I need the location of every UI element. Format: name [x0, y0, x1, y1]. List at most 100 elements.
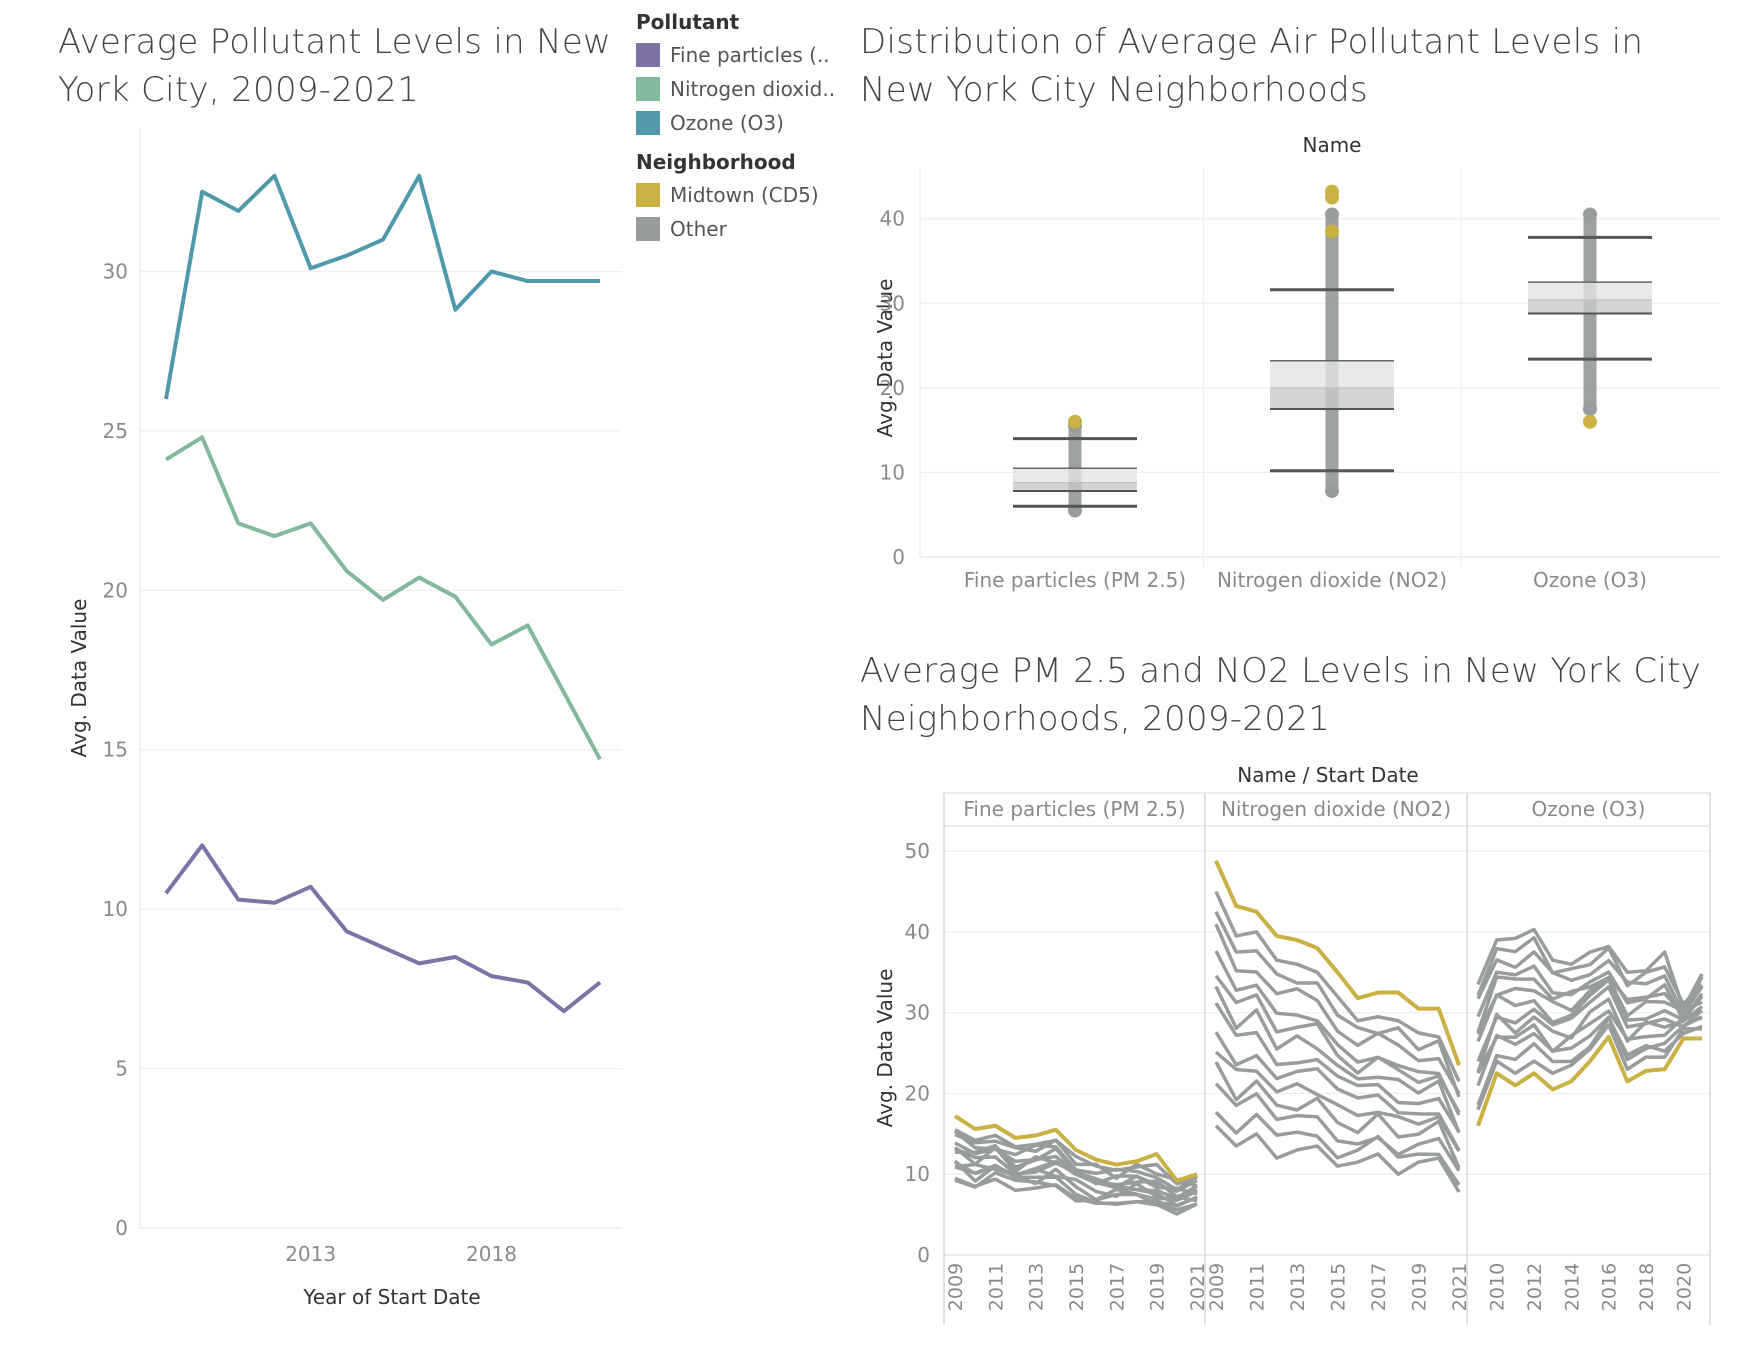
- neighborhood-line-other: [953, 1130, 1199, 1192]
- series-line: [164, 173, 600, 400]
- neighborhood-line-other: [1476, 964, 1704, 1022]
- neighborhood-line-other: [1476, 997, 1704, 1073]
- neighborhood-line-other: [954, 1128, 1198, 1186]
- y-tick-label: 30: [905, 1001, 930, 1025]
- x-tick-label: 2019: [1409, 1263, 1431, 1311]
- y-tick-label: 5: [115, 1057, 128, 1081]
- box-upper: [1528, 282, 1652, 300]
- neighborhood-line-other: [954, 1132, 1198, 1188]
- x-tick-label: 2013: [1287, 1263, 1309, 1311]
- legend-label: Fine particles (..: [670, 43, 830, 67]
- x-axis-label: Year of Start Date: [302, 1285, 480, 1309]
- legend: Pollutant Fine particles (.. Nitrogen dio…: [636, 10, 856, 246]
- y-axis-label: Avg. Data Value: [873, 279, 897, 438]
- data-point-other: [1325, 484, 1339, 499]
- neighborhood-line-other: [1214, 985, 1461, 1134]
- box-lower: [1013, 482, 1137, 492]
- x-header-label: Name: [1302, 133, 1361, 157]
- legend-swatch: [636, 183, 660, 207]
- data-point-midtown: [1583, 414, 1597, 429]
- x-tick-label: 2017: [1368, 1263, 1390, 1311]
- data-point-midtown: [1325, 224, 1339, 239]
- legend-label: Other: [670, 217, 727, 241]
- data-point-other: [1325, 207, 1339, 222]
- y-tick-label: 20: [905, 1081, 930, 1105]
- x-tick-label: 2021: [1449, 1263, 1471, 1311]
- facet-title: Ozone (O3): [1532, 797, 1646, 821]
- pollutant-legend-item[interactable]: Ozone (O3): [636, 106, 856, 140]
- box-upper: [1270, 360, 1394, 388]
- x-tick-label: 2014: [1561, 1263, 1583, 1311]
- x-tick-label: 2010: [1487, 1263, 1509, 1311]
- line-chart-title: Average Pollutant Levels in New York Cit…: [58, 22, 612, 110]
- y-tick-label: 30: [880, 291, 905, 315]
- y-axis-label: Avg. Data Value: [67, 599, 91, 758]
- pollutant-legend-item[interactable]: Nitrogen dioxid..: [636, 72, 856, 106]
- y-tick-label: 30: [103, 259, 128, 283]
- neighborhood-line-midtown: [1214, 860, 1461, 1066]
- series-line: [164, 435, 602, 761]
- x-tick-label: 2013: [285, 1242, 336, 1266]
- x-tick-label: Ozone (O3): [1533, 568, 1647, 592]
- x-tick-label: 2009: [945, 1263, 967, 1311]
- y-tick-label: 25: [103, 419, 128, 443]
- y-tick-label: 0: [917, 1243, 930, 1267]
- x-tick-label: 2016: [1599, 1263, 1621, 1311]
- neighborhood-line-other: [1214, 1082, 1461, 1172]
- x-tick-label: 2018: [466, 1242, 517, 1266]
- neighborhood-line-other: [954, 1171, 1198, 1216]
- neighborhood-line-other: [1214, 1111, 1461, 1186]
- neighborhood-line-other: [1214, 1061, 1461, 1169]
- x-tick-label: 2011: [985, 1263, 1007, 1311]
- y-tick-label: 20: [103, 578, 128, 602]
- y-tick-label: 10: [103, 897, 128, 921]
- legend-swatch: [636, 111, 660, 135]
- neighborhood-line-other: [1476, 935, 1704, 1006]
- data-point-other: [1583, 402, 1597, 417]
- facet-title: Fine particles (PM 2.5): [963, 797, 1185, 821]
- pollutant-legend-title: Pollutant: [636, 10, 740, 34]
- legend-label: Ozone (O3): [670, 111, 784, 135]
- neighborhood-legend-title: Neighborhood: [636, 150, 796, 174]
- neighborhood-line-other: [1476, 927, 1704, 1011]
- legend-swatch: [636, 217, 660, 241]
- y-tick-label: 20: [880, 376, 905, 400]
- x-tick-label: Fine particles (PM 2.5): [964, 568, 1186, 592]
- neighborhood-line-other: [1214, 1031, 1461, 1152]
- neighborhood-legend-item[interactable]: Other: [636, 212, 856, 246]
- y-tick-label: 50: [905, 839, 930, 863]
- data-point-other: [1583, 207, 1597, 222]
- y-axis-label: Avg. Data Value: [873, 969, 897, 1128]
- x-tick-label: 2015: [1328, 1263, 1350, 1311]
- x-tick-label: 2019: [1147, 1263, 1169, 1311]
- y-tick-label: 15: [103, 738, 128, 762]
- pollutant-legend-item[interactable]: Fine particles (..: [636, 38, 856, 72]
- facet-chart-title: Average PM 2.5 and NO2 Levels in New Yor…: [860, 651, 1702, 739]
- data-point-midtown: [1325, 190, 1339, 205]
- x-tick-label: 2012: [1524, 1263, 1546, 1311]
- y-tick-label: 10: [880, 460, 905, 484]
- legend-swatch: [636, 43, 660, 67]
- neighborhood-line-other: [1214, 923, 1461, 1095]
- y-tick-label: 40: [905, 920, 930, 944]
- legend-label: Nitrogen dioxid..: [670, 77, 836, 101]
- x-tick-label: 2011: [1247, 1263, 1269, 1311]
- neighborhood-line-other: [1214, 1124, 1461, 1193]
- neighborhood-line-other: [1214, 950, 1461, 1116]
- legend-label: Midtown (CD5): [670, 183, 819, 207]
- neighborhood-legend-item[interactable]: Midtown (CD5): [636, 178, 856, 212]
- x-tick-label: 2009: [1206, 1263, 1228, 1311]
- neighborhood-line-midtown: [953, 1114, 1198, 1183]
- x-tick-label: 2013: [1026, 1263, 1048, 1311]
- data-point-midtown: [1068, 414, 1082, 429]
- x-tick-label: Nitrogen dioxide (NO2): [1217, 568, 1447, 592]
- series-line: [164, 843, 602, 1014]
- y-tick-label: 0: [115, 1216, 128, 1240]
- box-lower: [1528, 299, 1652, 314]
- y-tick-label: 0: [892, 545, 905, 569]
- x-tick-label: 2017: [1106, 1263, 1128, 1311]
- neighborhood-line-other: [1476, 975, 1704, 1033]
- neighborhood-line-other: [1476, 976, 1703, 1035]
- y-tick-label: 40: [880, 207, 905, 231]
